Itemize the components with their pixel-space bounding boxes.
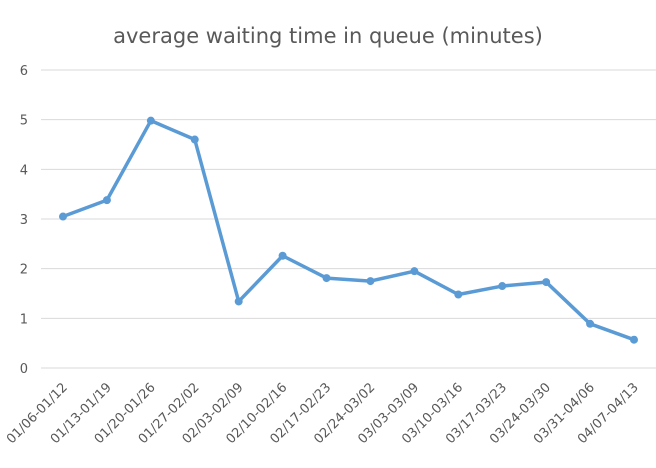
series-line-0 [61, 118, 636, 342]
y-tick-label: 5 [20, 114, 28, 129]
data-point [59, 212, 67, 221]
data-point [586, 319, 595, 328]
y-tick-label: 3 [20, 213, 28, 228]
data-point [102, 196, 111, 205]
series-layer [59, 116, 638, 344]
y-tick-label: 1 [20, 312, 28, 327]
y-tick-label: 0 [20, 362, 28, 377]
data-point [190, 135, 199, 144]
data-point [366, 277, 375, 286]
y-tick-label: 4 [20, 163, 28, 178]
data-point [146, 116, 155, 125]
data-point [234, 297, 243, 306]
data-point [630, 335, 638, 344]
y-tick-label: 6 [20, 64, 28, 79]
data-point [498, 282, 507, 291]
data-point [278, 251, 287, 260]
data-point [410, 267, 419, 276]
grid-layer [41, 69, 656, 369]
data-point [454, 290, 463, 299]
data-point [542, 278, 551, 287]
y-tick-label: 2 [20, 263, 28, 278]
x-axis-ticks: 01/06-01/1201/13-01/1901/20-01/2601/27-0… [4, 380, 642, 447]
data-point [322, 274, 331, 283]
chart-title: average waiting time in queue (minutes) [113, 24, 543, 48]
y-axis-ticks: 0 1 2 3 4 5 6 [20, 64, 28, 377]
